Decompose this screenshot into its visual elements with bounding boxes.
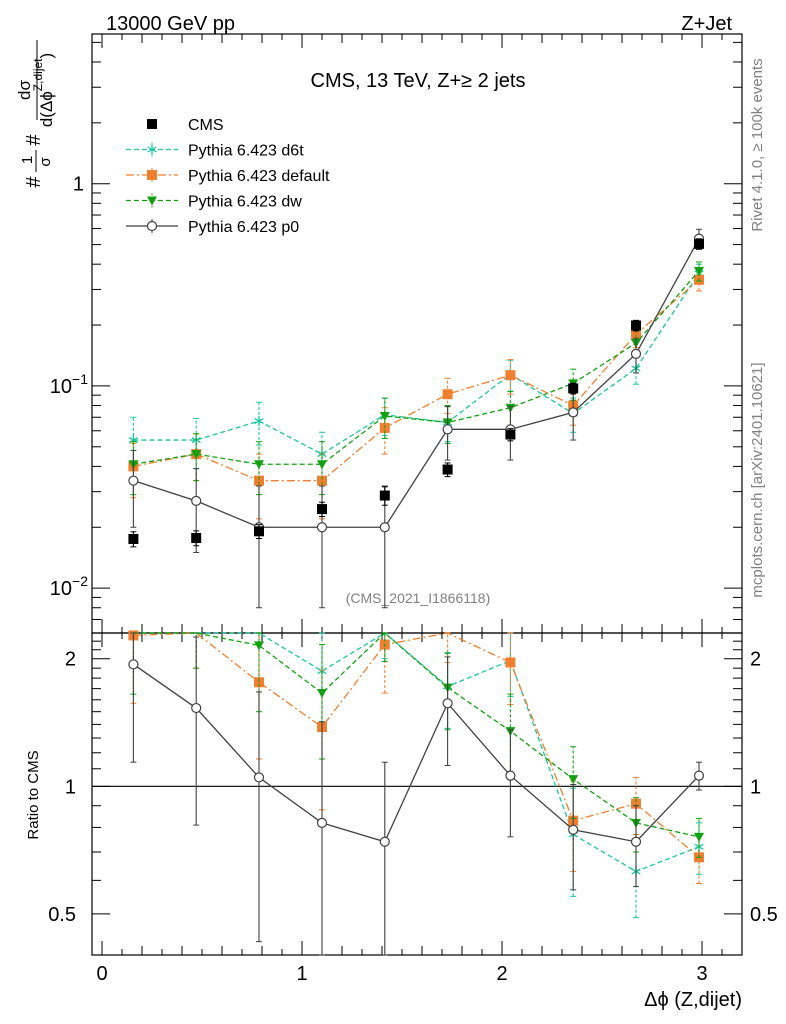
- ratio-tick-label-left: 2: [65, 649, 76, 671]
- data-point-cms: [442, 464, 453, 475]
- legend-label-pythia-6-423-dw: Pythia 6.423 dw: [188, 194, 302, 211]
- ratio-point-pythia-6-423-dw: [317, 689, 327, 699]
- legend-marker-pythia-6-423-default: [147, 170, 157, 180]
- ratio-point-pythia-6-423-p0: [379, 836, 390, 847]
- data-point-cms: [191, 532, 202, 543]
- series-line-pythia-6-423-dw: [133, 270, 700, 465]
- data-point-pythia-6-423-p0: [442, 424, 453, 435]
- series-line-pythia-6-423-p0: [133, 238, 700, 528]
- ratio-point-pythia-6-423-p0: [630, 836, 642, 847]
- x-tick-label: 2: [496, 963, 507, 985]
- series-line-pythia-6-423-default: [133, 279, 700, 482]
- ratio-point-pythia-6-423-p0: [316, 817, 328, 828]
- data-point-cms: [254, 526, 264, 537]
- ratio-point-pythia-6-423-dw: [254, 641, 264, 651]
- legend-marker-pythia-6-423-dw: [147, 196, 157, 206]
- data-point-pythia-6-423-p0: [316, 522, 328, 533]
- y-tick-label: 1: [73, 174, 84, 196]
- ratio-point-pythia-6-423-default: [631, 798, 641, 809]
- legend-marker-pythia-6-423-p0: [146, 220, 158, 232]
- ratio-line-pythia-6-423-dw: [133, 632, 700, 838]
- data-point-pythia-6-423-dw: [379, 412, 390, 422]
- ratio-point-pythia-6-423-dw: [694, 832, 704, 842]
- data-point-pythia-6-423-dw: [191, 450, 202, 460]
- x-axis-label: Δϕ (Z,dijet): [644, 989, 742, 1011]
- data-point-pythia-6-423-dw: [694, 267, 704, 277]
- ratio-point-pythia-6-423-default: [505, 657, 516, 668]
- rivet-side-label: Rivet 4.1.0, ≥ 100k events: [749, 58, 766, 231]
- data-point-cms: [128, 533, 139, 544]
- legend-marker-pythia-6-423-d6t: [147, 144, 157, 155]
- ratio-tick-label-left: 1: [65, 776, 76, 798]
- plot-layer: 0 1 2 3 10−2 1 10−1 0.5 0.5 1 1 2 2: [48, 33, 778, 985]
- legend-label-pythia-6-423-d6t: Pythia 6.423 d6t: [188, 143, 304, 160]
- ratio-point-pythia-6-423-p0: [128, 659, 139, 670]
- ratio-line-pythia-6-423-d6t: [133, 632, 700, 873]
- data-point-pythia-6-423-default: [631, 329, 641, 340]
- chart-title: CMS, 13 TeV, Z+≥ 2 jets: [311, 70, 526, 92]
- header-right-label: Z+Jet: [681, 13, 732, 35]
- data-point-cms: [568, 383, 579, 394]
- data-point-pythia-6-423-p0: [128, 475, 139, 486]
- data-point-cms: [379, 490, 390, 501]
- data-point-pythia-6-423-default: [317, 475, 327, 486]
- data-point-cms: [505, 429, 516, 440]
- data-point-cms: [317, 504, 327, 515]
- legend-marker-cms: [147, 119, 157, 129]
- ratio-line-pythia-6-423-default: [133, 632, 700, 858]
- data-point-pythia-6-423-default: [254, 475, 264, 486]
- ratio-tick-label-left: 0.5: [48, 904, 76, 926]
- watermark-label: (CMS_2021_I1866118): [346, 590, 491, 606]
- data-point-pythia-6-423-dw: [317, 460, 327, 470]
- data-point-pythia-6-423-d6t: [254, 416, 264, 427]
- data-point-cms: [631, 320, 641, 331]
- y-axis-label: #1σ#dσd(ΔϕZ,dijet): [15, 40, 56, 188]
- y-tick-label: 10−1: [50, 371, 88, 398]
- ratio-point-pythia-6-423-p0: [568, 824, 579, 835]
- x-tick-label: 1: [296, 963, 307, 985]
- data-point-pythia-6-423-p0: [568, 407, 579, 418]
- ratio-point-pythia-6-423-p0: [693, 770, 705, 781]
- ratio-y-axis-label: Ratio to CMS: [25, 750, 42, 839]
- data-point-pythia-6-423-default: [505, 370, 516, 381]
- x-tick-label: 3: [696, 963, 707, 985]
- ratio-point-pythia-6-423-default: [254, 677, 264, 688]
- legend-label-pythia-6-423-default: Pythia 6.423 default: [188, 168, 330, 185]
- data-point-pythia-6-423-dw: [254, 460, 264, 470]
- ratio-tick-label-right: 2: [750, 649, 761, 671]
- mcplots-side-label: mcplots.cern.ch [arXiv:2401.10621]: [749, 362, 766, 597]
- ratio-tick-label-right: 1: [750, 776, 761, 798]
- data-point-pythia-6-423-p0: [630, 348, 642, 360]
- svg-text:#1σ#dσd(ΔϕZ,dijet): #1σ#dσd(ΔϕZ,dijet): [15, 53, 56, 188]
- ratio-line-pythia-6-423-p0: [133, 663, 700, 843]
- data-point-pythia-6-423-p0: [191, 495, 202, 507]
- series-line-pythia-6-423-d6t: [133, 273, 700, 455]
- data-point-cms: [694, 238, 704, 249]
- x-tick-label: 0: [96, 963, 107, 985]
- legend-label-cms: CMS: [188, 117, 224, 134]
- header-left-label: 13000 GeV pp: [106, 13, 235, 35]
- ratio-panel-frame: [91, 632, 743, 956]
- ratio-point-pythia-6-423-p0: [442, 698, 453, 709]
- legend: CMS Pythia 6.423 d6t Pythia 6.423 default P…: [126, 117, 330, 236]
- y-tick-label: 10−2: [50, 573, 88, 600]
- data-point-pythia-6-423-default: [442, 389, 453, 400]
- legend-label-pythia-6-423-p0: Pythia 6.423 p0: [188, 219, 299, 236]
- data-point-pythia-6-423-p0: [379, 522, 390, 533]
- ratio-tick-label-right: 0.5: [750, 904, 778, 926]
- ratio-point-pythia-6-423-p0: [253, 772, 265, 783]
- ratio-point-pythia-6-423-p0: [505, 770, 516, 781]
- ratio-point-pythia-6-423-dw: [568, 775, 579, 785]
- ratio-point-pythia-6-423-p0: [191, 702, 202, 714]
